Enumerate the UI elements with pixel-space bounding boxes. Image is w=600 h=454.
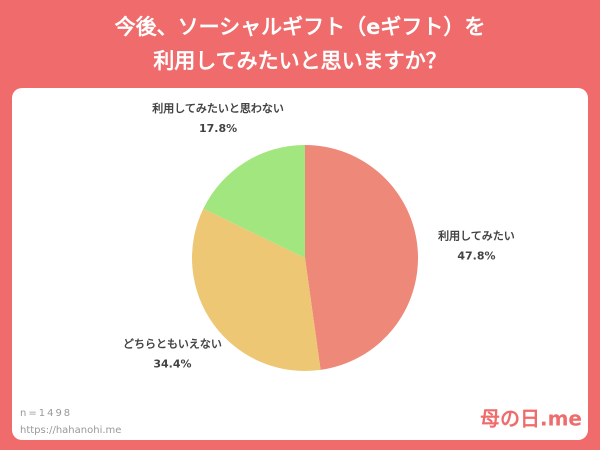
source-url: https://hahanohi.me bbox=[20, 425, 121, 436]
slice-value: 34.4% bbox=[153, 357, 191, 370]
slice-label: どちらともいえない bbox=[123, 337, 222, 350]
logo: 母の日.me bbox=[480, 407, 582, 431]
sample-size: n=1498 bbox=[20, 408, 72, 419]
pie-slice bbox=[305, 145, 419, 370]
slice-value: 47.8% bbox=[457, 250, 495, 263]
pie-slice bbox=[203, 145, 305, 258]
slice-label: 利用してみたい bbox=[438, 229, 515, 243]
chart-title: 今後、ソーシャルギフト（eギフト）を bbox=[115, 15, 486, 39]
slice-label: 利用してみたいと思わない bbox=[152, 101, 284, 115]
chart-title: 利用してみたいと思いますか？ bbox=[153, 49, 446, 73]
slice-value: 17.8% bbox=[199, 122, 237, 135]
pie-slice bbox=[191, 208, 321, 371]
